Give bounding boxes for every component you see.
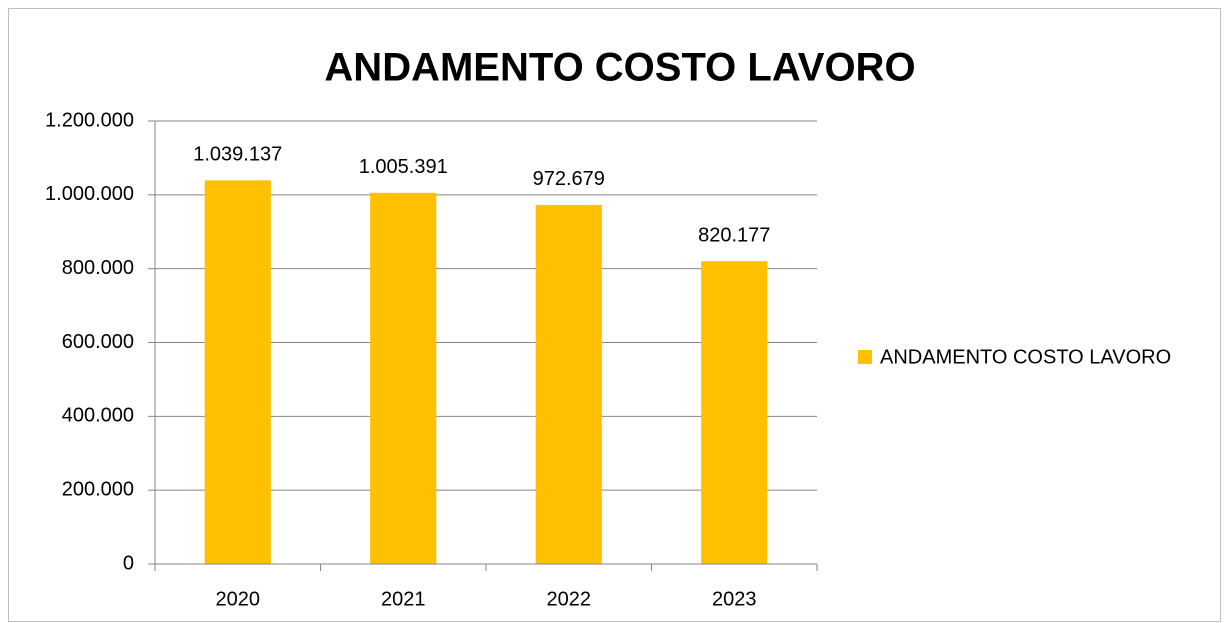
data-label: 1.039.137 bbox=[193, 144, 282, 166]
data-label: 972.679 bbox=[533, 168, 605, 190]
bar bbox=[370, 192, 437, 565]
bar bbox=[535, 204, 602, 564]
x-tick-label: 2020 bbox=[216, 588, 261, 610]
legend-swatch bbox=[858, 350, 872, 364]
y-tick-label: 1.200.000 bbox=[45, 109, 134, 131]
data-label: 820.177 bbox=[698, 224, 770, 246]
y-tick-label: 200.000 bbox=[62, 478, 134, 500]
y-tick-label: 1.000.000 bbox=[45, 183, 134, 205]
y-tick-label: 0 bbox=[123, 552, 134, 574]
legend-label: ANDAMENTO COSTO LAVORO bbox=[880, 346, 1171, 368]
bar bbox=[701, 261, 768, 564]
data-label: 1.005.391 bbox=[359, 156, 448, 178]
x-tick-label: 2023 bbox=[712, 588, 757, 610]
y-tick-label: 400.000 bbox=[62, 405, 134, 427]
chart-frame bbox=[8, 8, 1221, 622]
x-tick-label: 2022 bbox=[547, 588, 592, 610]
y-tick-label: 600.000 bbox=[62, 331, 134, 353]
x-tick-label: 2021 bbox=[381, 588, 426, 610]
bar bbox=[204, 180, 271, 564]
chart-title: ANDAMENTO COSTO LAVORO bbox=[324, 46, 915, 90]
y-tick-label: 800.000 bbox=[62, 257, 134, 279]
